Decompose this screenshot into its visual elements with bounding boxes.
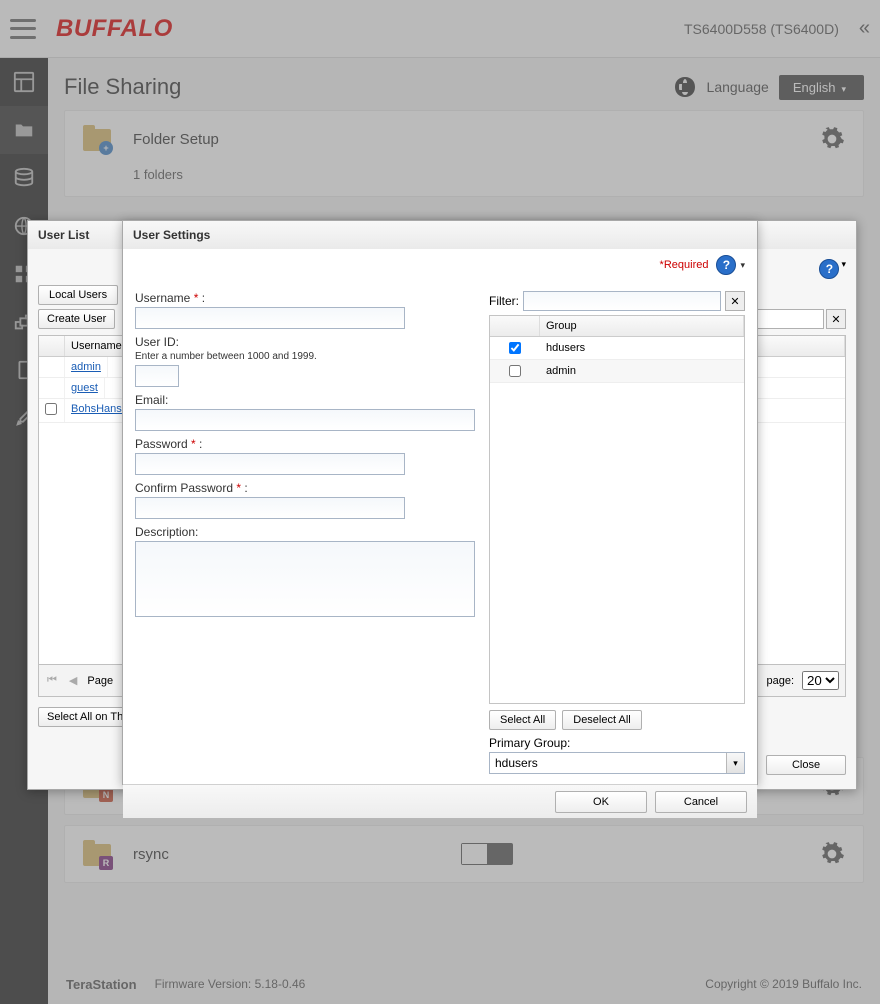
create-user-button[interactable]: Create User bbox=[38, 309, 115, 329]
pager-prev-icon[interactable]: ◀ bbox=[67, 674, 79, 687]
primary-group-label: Primary Group: bbox=[489, 736, 745, 750]
description-field: Description: bbox=[135, 525, 475, 620]
close-button[interactable]: Close bbox=[766, 755, 846, 775]
confirm-password-field: Confirm Password * : bbox=[135, 481, 475, 519]
help-dropdown-icon[interactable]: ▾ bbox=[740, 260, 745, 271]
password-input[interactable] bbox=[135, 453, 405, 475]
help-icon[interactable]: ? bbox=[716, 255, 736, 275]
cancel-button[interactable]: Cancel bbox=[655, 791, 747, 813]
email-input[interactable] bbox=[135, 409, 475, 431]
pager-first-icon[interactable]: ⏮ bbox=[45, 674, 59, 687]
modal-footer: OK Cancel bbox=[123, 784, 757, 818]
filter-label: Filter: bbox=[489, 294, 519, 308]
ok-button[interactable]: OK bbox=[555, 791, 647, 813]
user-link[interactable]: admin bbox=[65, 357, 108, 377]
confirm-password-input[interactable] bbox=[135, 497, 405, 519]
group-row[interactable]: admin bbox=[490, 360, 744, 383]
password-field: Password * : bbox=[135, 437, 475, 475]
row-checkbox[interactable] bbox=[45, 403, 57, 415]
clear-filter-icon[interactable]: ✕ bbox=[826, 309, 846, 329]
group-column-header[interactable]: Group bbox=[540, 316, 744, 336]
user-settings-window: User Settings *Required ? ▾ Username * :… bbox=[122, 220, 758, 785]
username-input[interactable] bbox=[135, 307, 405, 329]
group-checkbox[interactable] bbox=[509, 342, 521, 354]
per-page-select[interactable]: 20 bbox=[802, 671, 839, 690]
local-users-tab[interactable]: Local Users bbox=[38, 285, 118, 305]
select-all-button[interactable]: Select All bbox=[489, 710, 556, 730]
chevron-down-icon[interactable]: ▾ bbox=[726, 753, 744, 773]
primary-group-select[interactable]: hdusers ▾ bbox=[489, 752, 745, 774]
userid-input[interactable] bbox=[135, 365, 179, 387]
email-field: Email: bbox=[135, 393, 475, 431]
help-icon[interactable]: ? bbox=[819, 259, 839, 279]
userid-field: User ID: Enter a number between 1000 and… bbox=[135, 335, 475, 387]
group-checkbox[interactable] bbox=[509, 365, 521, 377]
user-link[interactable]: guest bbox=[65, 378, 105, 398]
description-input[interactable] bbox=[135, 541, 475, 617]
group-row[interactable]: hdusers bbox=[490, 337, 744, 360]
clear-filter-icon[interactable]: ✕ bbox=[725, 291, 745, 311]
user-settings-title: User Settings bbox=[123, 221, 757, 249]
display-per-page-label: page: bbox=[766, 675, 794, 687]
pager-page-label: Page bbox=[87, 675, 113, 687]
required-label: *Required bbox=[660, 259, 709, 271]
userid-hint: Enter a number between 1000 and 1999. bbox=[135, 351, 475, 362]
group-filter-input[interactable] bbox=[523, 291, 721, 311]
group-table: Group hdusers admin bbox=[489, 315, 745, 704]
deselect-all-button[interactable]: Deselect All bbox=[562, 710, 641, 730]
username-field: Username * : bbox=[135, 291, 475, 329]
